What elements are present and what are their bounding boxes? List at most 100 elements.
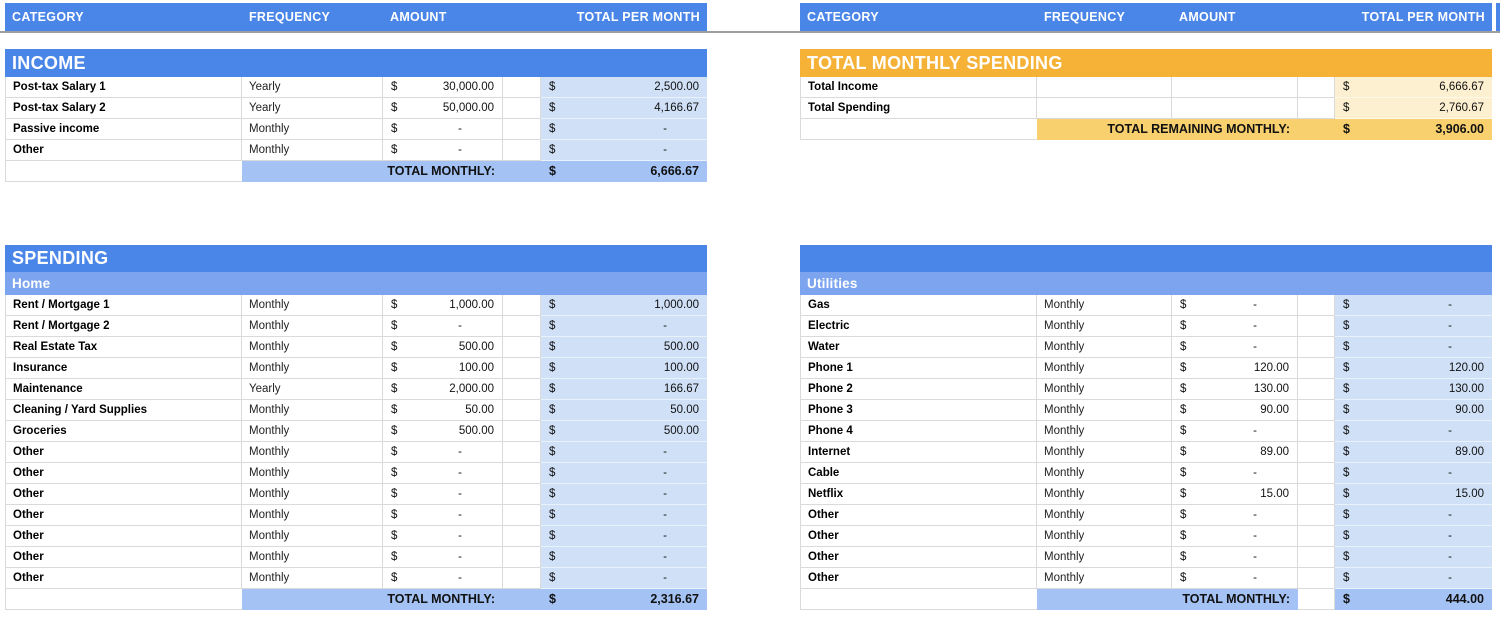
total-cell[interactable]: $ - (1335, 421, 1492, 442)
category-cell[interactable]: Total Income (800, 77, 1037, 98)
total-cell[interactable]: $4,166.67 (541, 98, 707, 119)
total-cell[interactable]: $ - (1335, 295, 1492, 316)
frequency-cell[interactable]: Monthly (1037, 316, 1172, 337)
amount-cell[interactable]: $130.00 (1172, 379, 1298, 400)
amount-cell[interactable]: $50.00 (383, 400, 503, 421)
frequency-cell[interactable]: Monthly (242, 337, 383, 358)
frequency-cell[interactable]: Monthly (1037, 484, 1172, 505)
amount-cell[interactable]: $ - (1172, 295, 1298, 316)
category-cell[interactable]: Other (5, 526, 242, 547)
category-cell[interactable]: Electric (800, 316, 1037, 337)
amount-cell[interactable]: $2,000.00 (383, 379, 503, 400)
category-cell[interactable]: Other (5, 505, 242, 526)
category-cell[interactable]: Maintenance (5, 379, 242, 400)
total-cell[interactable]: $100.00 (541, 358, 707, 379)
amount-cell[interactable] (1172, 77, 1298, 98)
amount-cell[interactable] (1172, 98, 1298, 119)
category-cell[interactable]: Phone 3 (800, 400, 1037, 421)
total-cell[interactable]: $ - (1335, 316, 1492, 337)
amount-cell[interactable]: $500.00 (383, 337, 503, 358)
total-cell[interactable]: $ - (1335, 526, 1492, 547)
frequency-cell[interactable]: Monthly (1037, 568, 1172, 589)
category-cell[interactable]: Insurance (5, 358, 242, 379)
category-cell[interactable]: Rent / Mortgage 1 (5, 295, 242, 316)
category-cell[interactable]: Other (5, 484, 242, 505)
total-cell[interactable]: $ - (1335, 505, 1492, 526)
amount-cell[interactable]: $ - (1172, 568, 1298, 589)
frequency-cell[interactable]: Monthly (1037, 379, 1172, 400)
remaining-total-value-cell[interactable]: $ 3,906.00 (1335, 119, 1492, 140)
category-cell[interactable]: Other (5, 463, 242, 484)
amount-cell[interactable]: $ - (383, 505, 503, 526)
amount-cell[interactable]: $15.00 (1172, 484, 1298, 505)
amount-cell[interactable]: $ - (383, 526, 503, 547)
total-cell[interactable]: $ - (541, 442, 707, 463)
frequency-cell[interactable]: Monthly (242, 358, 383, 379)
amount-cell[interactable]: $ - (383, 547, 503, 568)
spending-total-value-cell[interactable]: $ 2,316.67 (541, 589, 707, 610)
blank-cell[interactable] (5, 589, 242, 610)
category-cell[interactable]: Water (800, 337, 1037, 358)
frequency-cell[interactable]: Yearly (242, 77, 383, 98)
total-cell[interactable]: $ - (541, 316, 707, 337)
total-cell[interactable]: $ - (541, 505, 707, 526)
frequency-cell[interactable]: Monthly (242, 119, 383, 140)
frequency-cell[interactable]: Yearly (242, 379, 383, 400)
frequency-cell[interactable] (1037, 98, 1172, 119)
frequency-cell[interactable]: Monthly (1037, 337, 1172, 358)
income-total-value-cell[interactable]: $ 6,666.67 (541, 161, 707, 182)
category-cell[interactable]: Other (5, 442, 242, 463)
frequency-cell[interactable]: Monthly (242, 316, 383, 337)
category-cell[interactable]: Other (5, 140, 242, 161)
amount-cell[interactable]: $ - (1172, 526, 1298, 547)
total-cell[interactable]: $ - (541, 140, 707, 161)
frequency-cell[interactable]: Monthly (242, 505, 383, 526)
blank-cell[interactable] (5, 161, 242, 182)
frequency-cell[interactable]: Monthly (1037, 547, 1172, 568)
category-cell[interactable]: Netflix (800, 484, 1037, 505)
category-cell[interactable]: Real Estate Tax (5, 337, 242, 358)
amount-cell[interactable]: $120.00 (1172, 358, 1298, 379)
frequency-cell[interactable]: Monthly (242, 568, 383, 589)
total-cell[interactable]: $ - (541, 484, 707, 505)
amount-cell[interactable]: $ - (383, 442, 503, 463)
total-cell[interactable]: $130.00 (1335, 379, 1492, 400)
amount-cell[interactable]: $ - (1172, 505, 1298, 526)
frequency-cell[interactable]: Monthly (1037, 421, 1172, 442)
frequency-cell[interactable]: Monthly (1037, 295, 1172, 316)
category-cell[interactable]: Other (800, 568, 1037, 589)
category-cell[interactable]: Post-tax Salary 2 (5, 98, 242, 119)
amount-cell[interactable]: $ - (1172, 421, 1298, 442)
category-cell[interactable]: Cable (800, 463, 1037, 484)
category-cell[interactable]: Phone 2 (800, 379, 1037, 400)
total-cell[interactable]: $ - (541, 526, 707, 547)
category-cell[interactable]: Other (5, 547, 242, 568)
category-cell[interactable]: Passive income (5, 119, 242, 140)
category-cell[interactable]: Rent / Mortgage 2 (5, 316, 242, 337)
category-cell[interactable]: Gas (800, 295, 1037, 316)
total-cell[interactable]: $2,760.67 (1335, 98, 1492, 119)
total-cell[interactable]: $2,500.00 (541, 77, 707, 98)
amount-cell[interactable]: $90.00 (1172, 400, 1298, 421)
category-cell[interactable]: Total Spending (800, 98, 1037, 119)
total-cell[interactable]: $ - (1335, 337, 1492, 358)
frequency-cell[interactable]: Monthly (242, 463, 383, 484)
amount-cell[interactable]: $ - (383, 484, 503, 505)
amount-cell[interactable]: $89.00 (1172, 442, 1298, 463)
amount-cell[interactable]: $ - (1172, 337, 1298, 358)
total-cell[interactable]: $166.67 (541, 379, 707, 400)
frequency-cell[interactable]: Monthly (242, 421, 383, 442)
amount-cell[interactable]: $100.00 (383, 358, 503, 379)
total-cell[interactable]: $1,000.00 (541, 295, 707, 316)
blank-cell[interactable] (800, 119, 1037, 140)
category-cell[interactable]: Other (800, 505, 1037, 526)
category-cell[interactable]: Phone 1 (800, 358, 1037, 379)
amount-cell[interactable]: $ - (383, 140, 503, 161)
frequency-cell[interactable]: Monthly (1037, 526, 1172, 547)
category-cell[interactable]: Other (5, 568, 242, 589)
total-cell[interactable]: $ - (1335, 568, 1492, 589)
total-cell[interactable]: $ - (541, 463, 707, 484)
total-cell[interactable]: $90.00 (1335, 400, 1492, 421)
frequency-cell[interactable]: Monthly (1037, 463, 1172, 484)
frequency-cell[interactable]: Monthly (242, 295, 383, 316)
